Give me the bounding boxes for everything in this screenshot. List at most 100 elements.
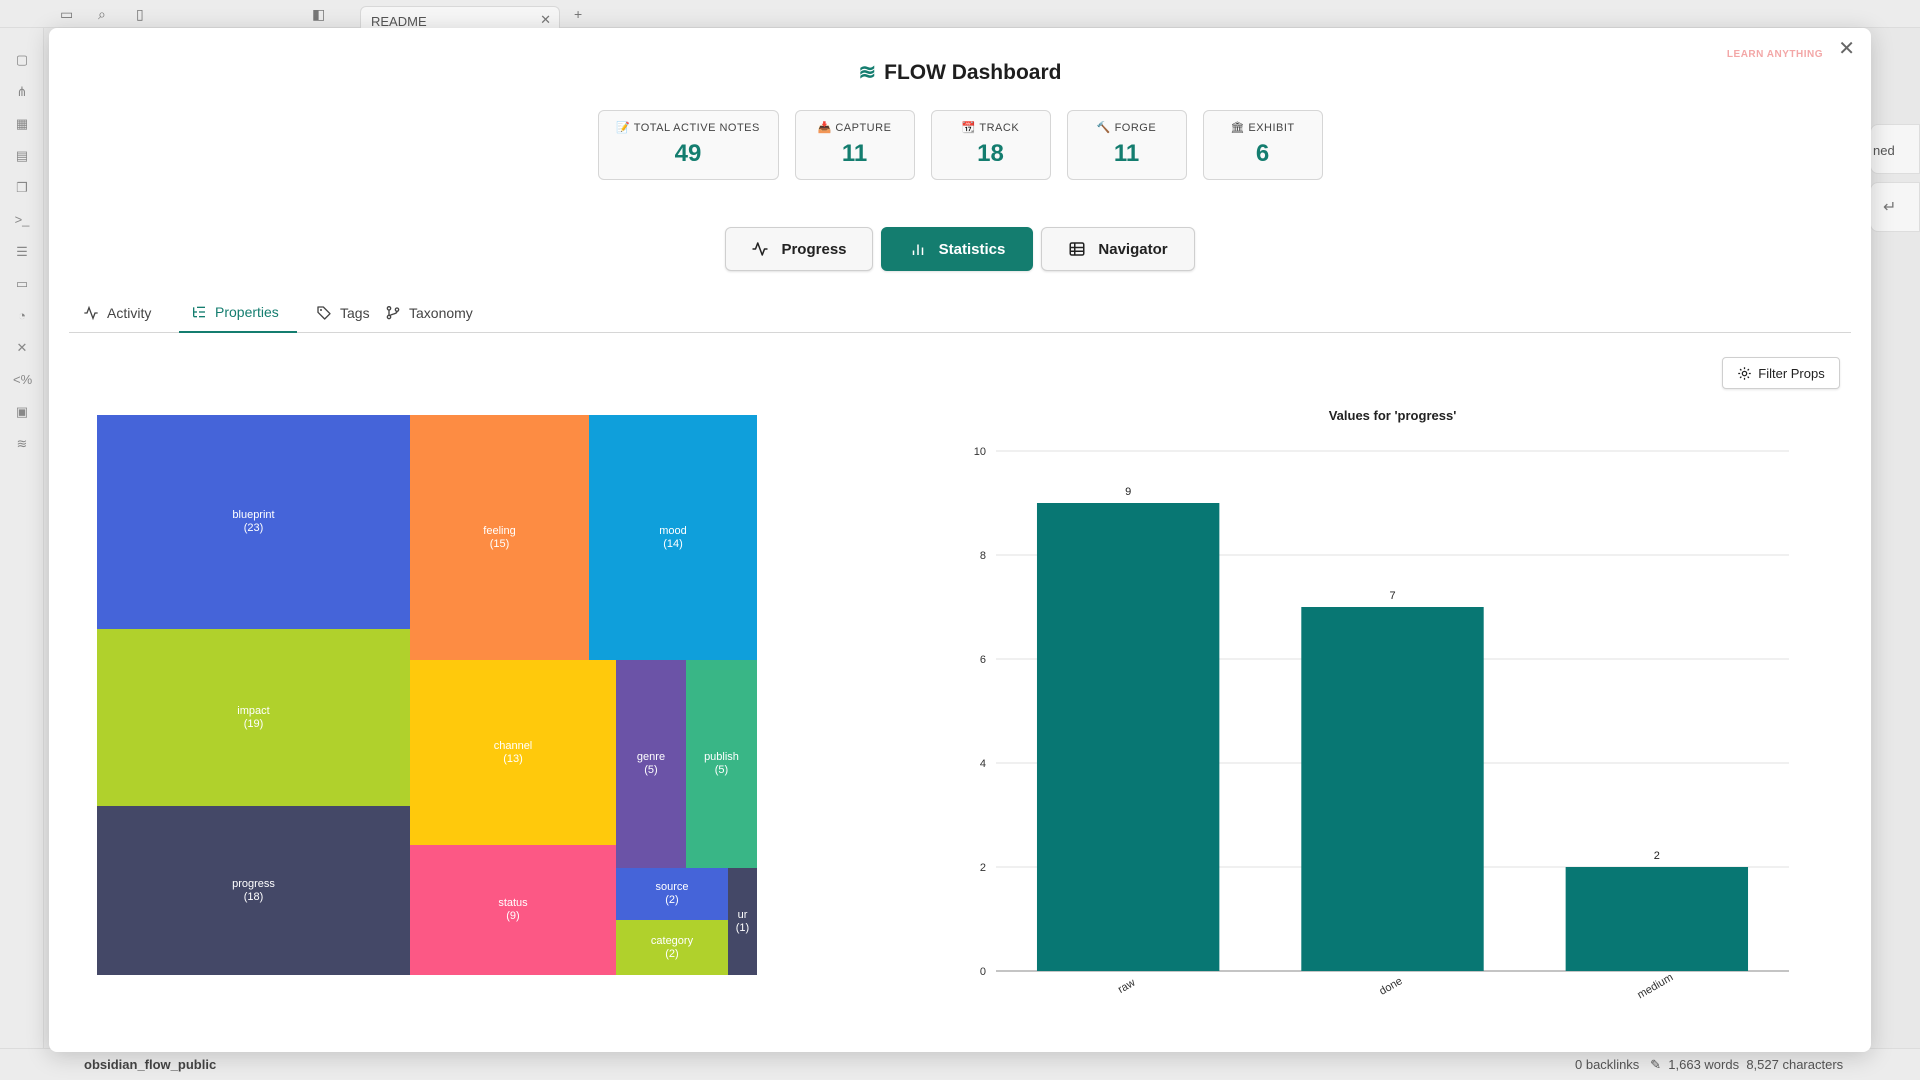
treemap-count: (18) <box>243 890 264 903</box>
new-tab-icon[interactable]: + <box>574 6 583 22</box>
treemap-cell-impact[interactable]: impact (19) <box>97 629 410 806</box>
view-switcher: Progress Statistics Navigator <box>49 227 1871 271</box>
gauge-icon[interactable]: ◔ <box>18 308 26 323</box>
properties-treemap: blueprint (23) feeling (15) mood (14) im… <box>97 415 757 975</box>
bar-value-label: 9 <box>1125 486 1131 498</box>
card-value: 6 <box>1255 140 1270 167</box>
filter-props-label: Filter Props <box>1758 365 1825 381</box>
vault-name[interactable]: obsidian_flow_public <box>84 1057 217 1072</box>
treemap-count: (14) <box>663 537 683 550</box>
treemap-count: (19) <box>243 717 264 730</box>
x-tick-label: raw <box>1116 977 1137 996</box>
title-bar: ▭ ⌕ ▯ ◧ README ✕ + <box>0 0 1920 30</box>
statistics-tabs: Activity Properties Tags Taxonomy <box>69 293 1851 333</box>
treemap-cell-status[interactable]: status (9) <box>410 845 616 975</box>
bar-raw[interactable] <box>1036 503 1220 971</box>
treemap-count: (1) <box>735 921 750 934</box>
waves-icon: ≋ <box>858 61 877 84</box>
museum-icon: 🏛 <box>1230 122 1245 134</box>
y-tick-label: 10 <box>974 446 986 458</box>
return-icon[interactable]: ↵ <box>1870 182 1920 232</box>
graph-icon[interactable]: ⋔ <box>16 84 28 99</box>
card-capture: 📥 CAPTURE 11 <box>794 110 915 180</box>
treemap-count: (13) <box>503 752 523 765</box>
card-value: 49 <box>674 140 702 167</box>
treemap-cell-channel[interactable]: channel (13) <box>410 660 616 845</box>
backlinks-count[interactable]: 0 backlinks <box>1575 1057 1640 1072</box>
treemap-cell-mood[interactable]: mood (14) <box>589 415 757 660</box>
tab-readme[interactable]: README ✕ <box>360 6 560 30</box>
treemap-count: (23) <box>243 522 264 534</box>
treemap-cell-genre[interactable]: genre (5) <box>616 660 686 868</box>
navigator-button-label: Navigator <box>1098 240 1168 258</box>
treemap-cell-source[interactable]: source (2) <box>616 868 728 920</box>
treemap-cell-blueprint[interactable]: blueprint (23) <box>97 415 410 629</box>
treemap-label: blueprint <box>232 509 275 521</box>
layout-icon[interactable]: ▭ <box>15 276 29 291</box>
bar-value-label: 7 <box>1389 590 1395 602</box>
treemap-label: source <box>655 881 689 893</box>
notes-icon: 📝 <box>616 122 631 134</box>
terminal-icon[interactable]: >_ <box>14 212 30 227</box>
tools-icon[interactable]: ✕ <box>16 340 28 355</box>
chart-title: Values for 'progress' <box>1329 408 1457 423</box>
bar-medium[interactable] <box>1565 867 1749 971</box>
tab-tags[interactable]: Tags <box>304 293 382 333</box>
waves-icon[interactable]: ≋ <box>16 436 28 451</box>
brand-logo: LEARN ANYTHING <box>1726 49 1823 60</box>
close-icon[interactable]: ✕ <box>1838 38 1855 60</box>
treemap-cell-ur[interactable]: ur (1) <box>728 868 757 975</box>
return-icon-glyph: ↵ <box>1883 199 1897 216</box>
calendar-icon[interactable]: ▤ <box>15 148 29 163</box>
bar-done[interactable] <box>1301 607 1484 971</box>
word-count: 1,663 words <box>1668 1057 1740 1072</box>
grid-icon[interactable]: ▦ <box>15 116 29 131</box>
flow-dashboard-modal: ✕ LEARN ANYTHING ≋ FLOW Dashboard 📝 TOTAL… <box>49 28 1871 1052</box>
tab-activity-label: Activity <box>107 305 152 321</box>
list-tree-icon <box>193 306 205 318</box>
treemap-count: (5) <box>644 764 658 776</box>
copy-icon[interactable]: ❐ <box>16 180 28 195</box>
page-title-text: FLOW Dashboard <box>884 61 1062 84</box>
tag-icon <box>317 306 331 320</box>
treemap-cell-publish[interactable]: publish (5) <box>686 660 757 868</box>
sidebar-toggle-icon[interactable]: ◧ <box>312 6 326 22</box>
code-icon[interactable]: <% <box>13 372 33 387</box>
card-label: CAPTURE <box>835 122 892 134</box>
left-ribbon: ▢ ⋔ ▦ ▤ ❐ >_ ☰ ▭ ◔ ✕ <% ▣ ≋ <box>0 28 44 1080</box>
tab-taxonomy-label: Taxonomy <box>409 305 473 321</box>
char-count: 8,527 characters <box>1746 1057 1844 1072</box>
note-stats: 0 backlinks ✎ 1,663 words 8,527 characte… <box>1575 1057 1844 1072</box>
y-tick-label: 2 <box>980 862 986 874</box>
x-tick-label: done <box>1377 975 1404 998</box>
filter-props-button[interactable]: Filter Props <box>1722 357 1840 389</box>
progress-button[interactable]: Progress <box>725 227 873 271</box>
git-branch-icon <box>386 306 400 320</box>
treemap-cell-progress[interactable]: progress (18) <box>97 806 410 975</box>
list-icon[interactable]: ☰ <box>16 244 28 259</box>
bookmark-icon[interactable]: ▯ <box>136 6 144 22</box>
x-tick-label: medium <box>1635 971 1675 1001</box>
card-track: 📆 TRACK 18 <box>930 110 1051 180</box>
folder-icon[interactable]: ▭ <box>60 6 74 22</box>
tab-readme-label: README <box>371 14 427 29</box>
hammer-icon: 🔨 <box>1096 122 1111 134</box>
tab-activity[interactable]: Activity <box>71 293 163 333</box>
file-icon[interactable]: ▢ <box>15 52 29 67</box>
layers-icon[interactable]: ▣ <box>15 404 29 419</box>
statistics-button-label: Statistics <box>938 240 1006 258</box>
navigator-button[interactable]: Navigator <box>1041 227 1195 271</box>
tab-properties[interactable]: Properties <box>179 293 297 333</box>
treemap-label: mood <box>659 524 687 537</box>
y-tick-label: 8 <box>980 550 986 562</box>
tab-taxonomy[interactable]: Taxonomy <box>373 293 485 333</box>
card-value: 18 <box>977 140 1004 167</box>
treemap-cell-feeling[interactable]: feeling (15) <box>410 415 589 660</box>
search-icon[interactable]: ⌕ <box>98 6 106 22</box>
statistics-button[interactable]: Statistics <box>881 227 1033 271</box>
treemap-label: status <box>498 897 528 909</box>
inbox-icon: 📥 <box>817 122 832 134</box>
close-tab-icon[interactable]: ✕ <box>540 12 551 27</box>
y-tick-label: 4 <box>980 758 986 770</box>
treemap-cell-category[interactable]: category (2) <box>616 920 728 975</box>
